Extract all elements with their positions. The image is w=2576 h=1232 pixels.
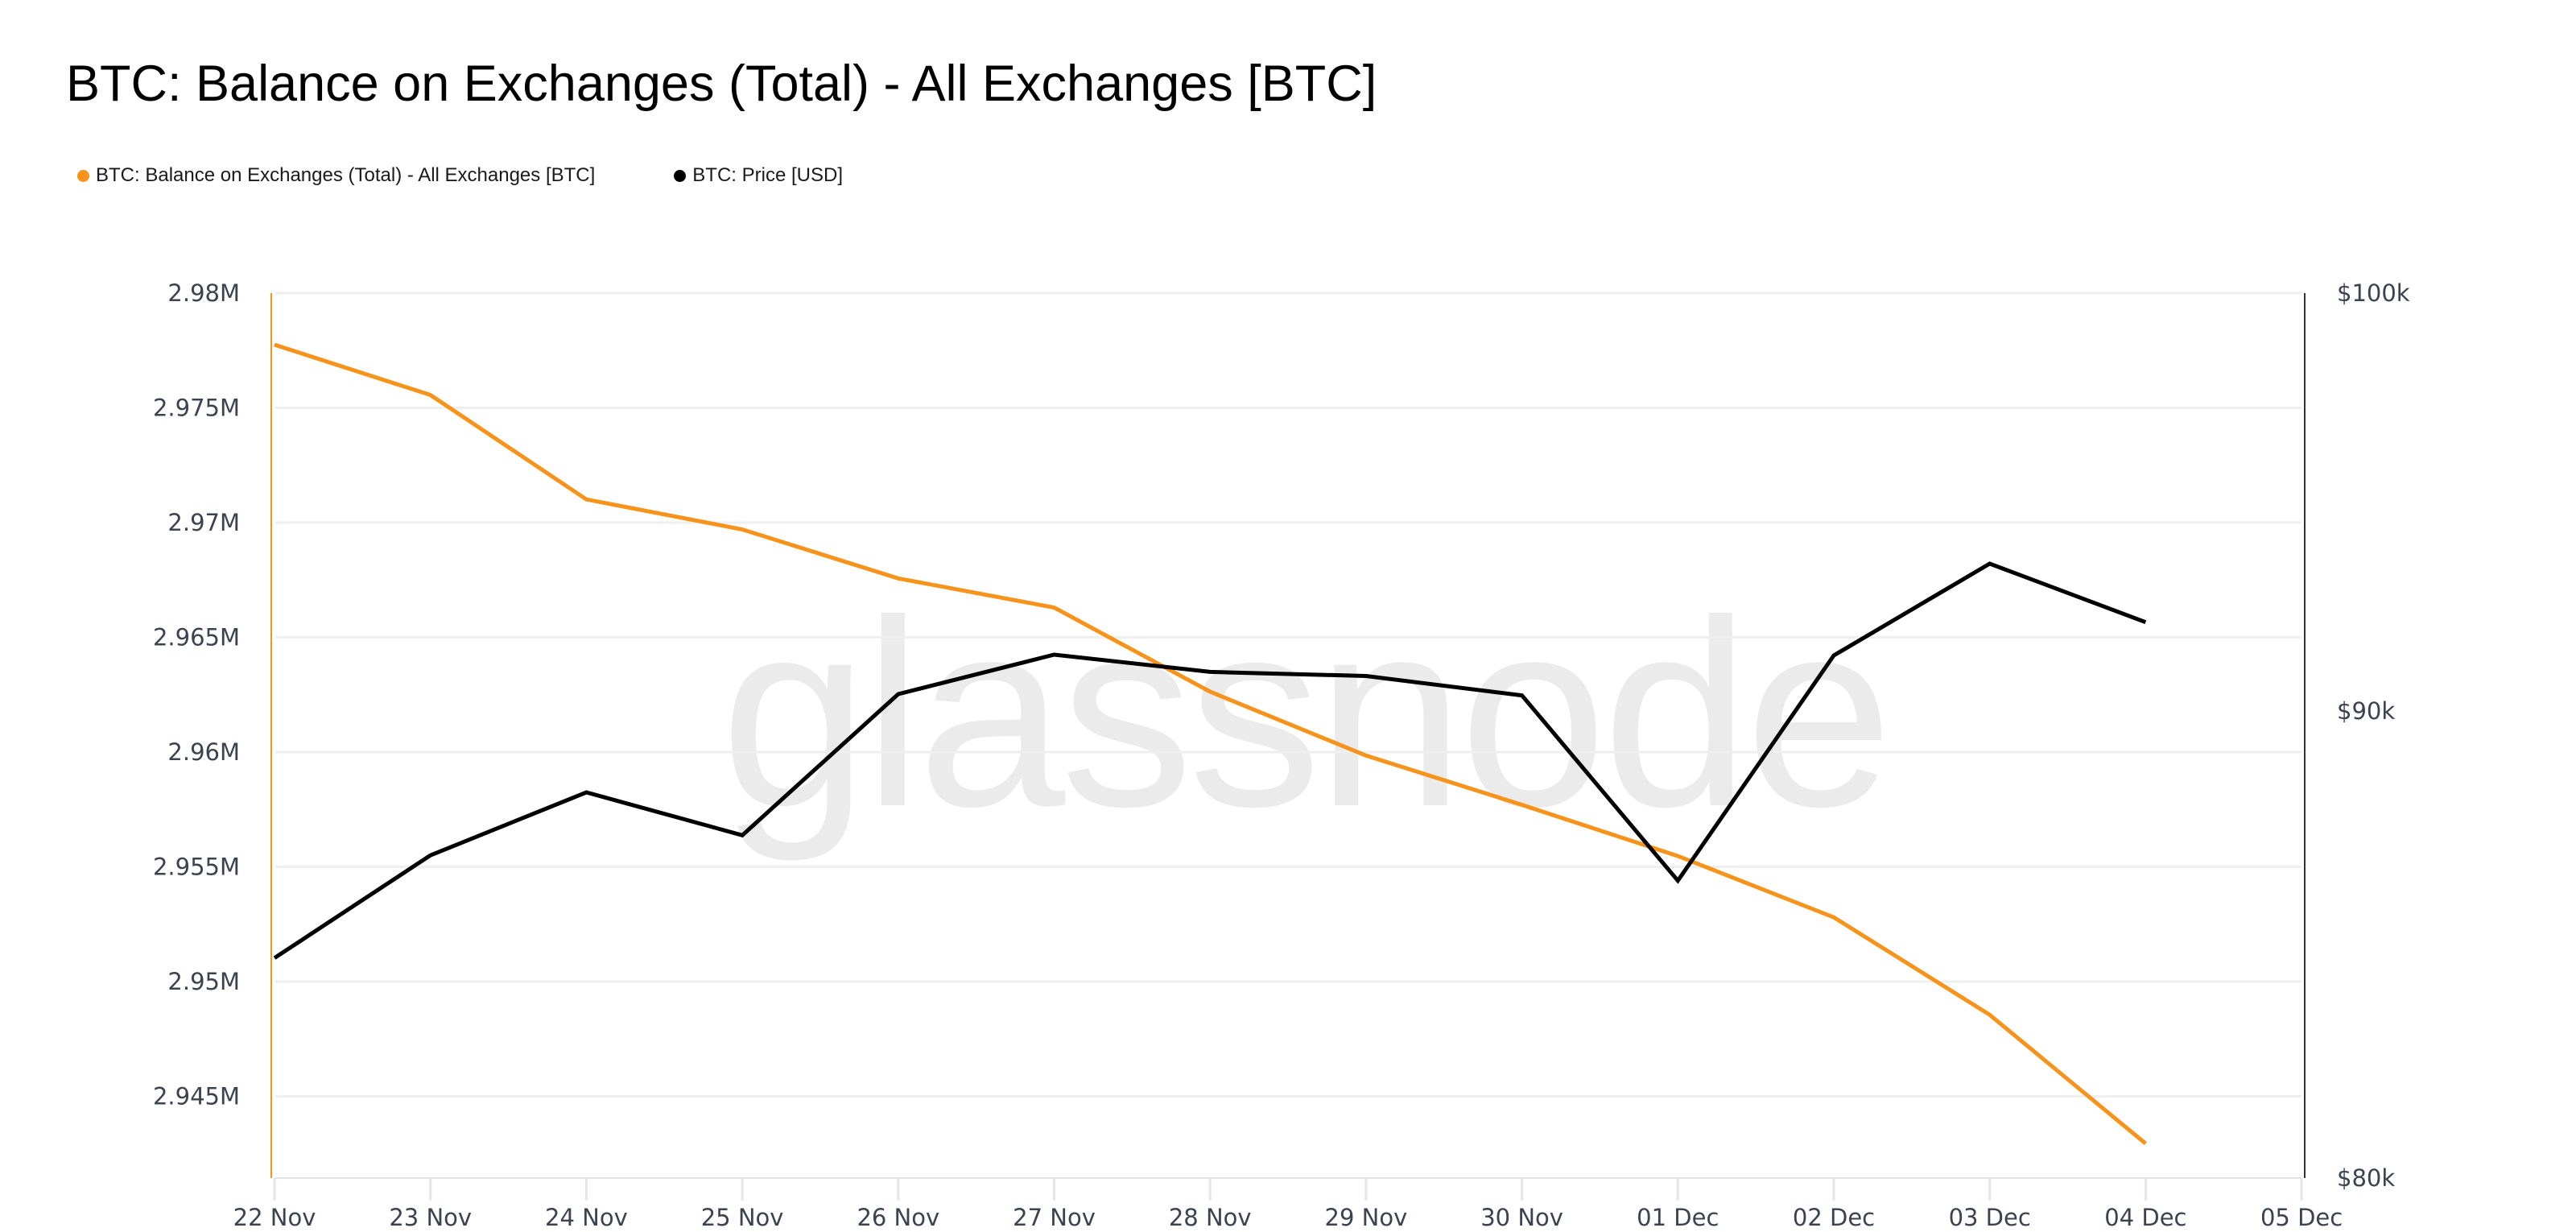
legend-dot-orange-icon: [77, 169, 89, 182]
right-y-axis: $100k $90k $80k: [2304, 279, 2410, 1192]
x-axis-tick-label: 28 Nov: [1169, 1204, 1252, 1231]
legend-item-balance[interactable]: BTC: Balance on Exchanges (Total) - All …: [77, 164, 595, 187]
x-axis-tick-label: 25 Nov: [701, 1204, 784, 1231]
x-axis-tick-label: 30 Nov: [1480, 1204, 1563, 1231]
left-axis-tick-label: 2.975M: [153, 395, 240, 422]
left-axis-tick-label: 2.96M: [167, 738, 240, 766]
left-axis-tick-label: 2.97M: [167, 509, 240, 536]
right-axis-tick-label: $90k: [2337, 697, 2395, 725]
x-axis-tick-label: 29 Nov: [1325, 1204, 1408, 1231]
x-axis-tick-label: 22 Nov: [233, 1204, 316, 1231]
x-axis-tick-label: 24 Nov: [545, 1204, 628, 1231]
right-axis-tick-label: $100k: [2337, 279, 2410, 307]
legend-item-price[interactable]: BTC: Price [USD]: [674, 164, 843, 187]
x-axis-tick-label: 01 Dec: [1637, 1204, 1719, 1231]
right-axis-tick-label: $80k: [2337, 1164, 2395, 1192]
left-y-axis: 2.98M 2.975M 2.97M 2.965M 2.96M 2.955M 2.95M 2.…: [153, 279, 272, 1178]
chart-title: BTC: Balance on Exchanges (Total) - All …: [66, 56, 1377, 112]
legend-label-price: BTC: Price [USD]: [692, 164, 843, 186]
gridlines: [275, 291, 2301, 1098]
x-axis-tick-label: 05 Dec: [2260, 1204, 2343, 1231]
left-axis-tick-label: 2.95M: [167, 968, 240, 995]
x-axis-tick-label: 02 Dec: [1793, 1204, 1875, 1231]
x-axis-tick-label: 04 Dec: [2104, 1204, 2186, 1231]
x-axis-tick-label: 26 Nov: [857, 1204, 939, 1231]
left-axis-tick-label: 2.98M: [167, 279, 240, 307]
left-axis-tick-label: 2.945M: [153, 1083, 240, 1110]
legend: BTC: Balance on Exchanges (Total) - All …: [77, 164, 922, 187]
legend-label-balance: BTC: Balance on Exchanges (Total) - All …: [96, 164, 596, 186]
x-axis: 22 Nov 23 Nov 24 Nov 25 Nov 26 Nov 27 Nov 28 N…: [233, 1177, 2343, 1231]
left-axis-tick-label: 2.965M: [153, 624, 240, 651]
price-series-line[interactable]: [273, 561, 2147, 960]
x-axis-tick-label: 03 Dec: [1949, 1204, 2031, 1231]
x-axis-tick-label: 23 Nov: [389, 1204, 472, 1231]
balance-series-line[interactable]: [274, 342, 2147, 1146]
left-axis-tick-label: 2.955M: [153, 854, 240, 881]
x-axis-tick-label: 27 Nov: [1013, 1204, 1096, 1231]
watermark-logo: glassnode: [720, 564, 1889, 863]
legend-dot-black-icon: [674, 169, 687, 182]
